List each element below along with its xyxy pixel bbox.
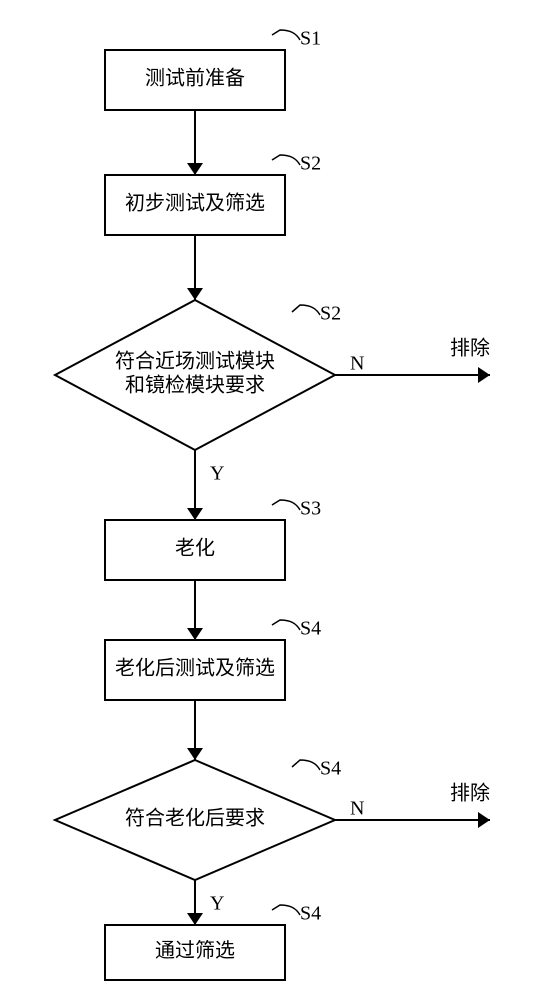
- node-s2: 初步测试及筛选 S2: [105, 153, 321, 235]
- edge-endlabel-7: 排除: [450, 782, 490, 805]
- leader-3: [272, 500, 300, 510]
- node-s3: 老化 S3: [105, 498, 321, 580]
- edge-2: Y: [195, 450, 224, 520]
- node-text-d1-1: 和镜检模块要求: [125, 374, 265, 397]
- edge-label-7: N: [350, 798, 364, 820]
- edge-6: N 排除: [335, 337, 490, 375]
- node-text-s2: 初步测试及筛选: [125, 192, 265, 215]
- node-s4: 老化后测试及筛选 S4: [105, 618, 321, 700]
- edge-label-6: N: [350, 353, 364, 375]
- node-text-d2-0: 符合老化后要求: [125, 807, 265, 830]
- node-text-s5: 通过筛选: [155, 939, 235, 962]
- step-label-s4: S4: [300, 618, 321, 640]
- node-text-s4: 老化后测试及筛选: [115, 657, 275, 680]
- node-text-d1-0: 符合近场测试模块: [115, 350, 275, 373]
- leader-2: [292, 305, 320, 315]
- edge-label-5: Y: [210, 893, 224, 915]
- leader-4: [272, 620, 300, 630]
- node-d1: 符合近场测试模块和镜检模块要求 S2: [55, 300, 341, 450]
- node-text-s3: 老化: [175, 537, 215, 560]
- step-label-d2: S4: [320, 758, 341, 780]
- edge-7: N 排除: [335, 782, 490, 820]
- edge-label-2: Y: [210, 463, 224, 485]
- node-d2: 符合老化后要求 S4: [55, 758, 341, 880]
- node-text-s1: 测试前准备: [145, 67, 245, 90]
- edge-endlabel-6: 排除: [450, 337, 490, 360]
- leader-1: [272, 155, 300, 165]
- leader-6: [272, 905, 300, 915]
- edge-5: Y: [195, 880, 224, 925]
- step-label-s2: S2: [300, 153, 321, 175]
- step-label-s5: S4: [300, 903, 321, 925]
- node-s1: 测试前准备 S1: [105, 28, 321, 110]
- leader-0: [272, 30, 300, 40]
- step-label-s1: S1: [300, 28, 321, 50]
- step-label-s3: S3: [300, 498, 321, 520]
- leader-5: [292, 760, 320, 770]
- step-label-d1: S2: [320, 303, 341, 325]
